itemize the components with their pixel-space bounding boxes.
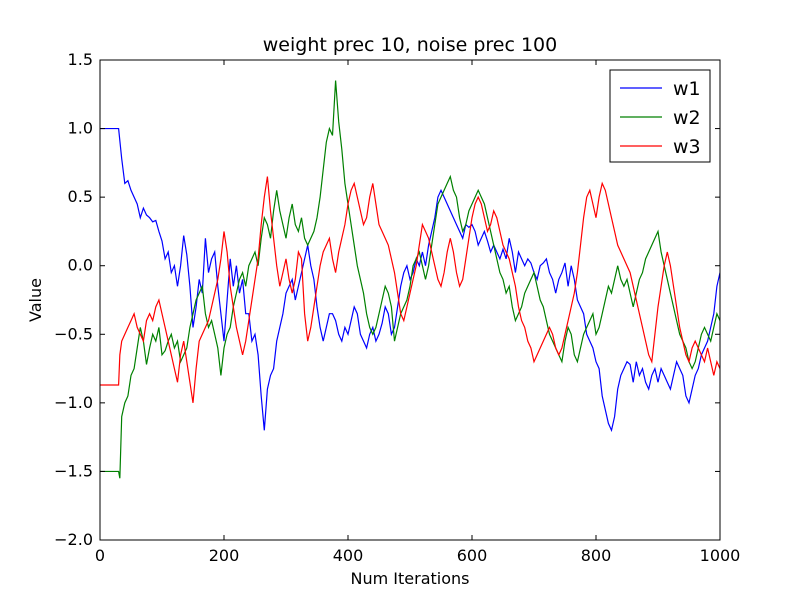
- legend-box: [609, 69, 711, 163]
- x-axis-title: Num Iterations: [351, 569, 470, 588]
- y-tick-label: 1.0: [68, 119, 93, 138]
- y-tick-label: −1.0: [54, 393, 93, 412]
- chart-title: weight prec 10, noise prec 100: [263, 34, 557, 56]
- x-tick-label: 1000: [700, 546, 741, 565]
- y-tick-label: −0.5: [54, 324, 93, 343]
- x-tick-label: 800: [581, 546, 612, 565]
- x-axis-ticks: [99, 60, 721, 540]
- series-line-w2: [100, 80, 720, 479]
- x-tick-label: 400: [333, 546, 364, 565]
- legend-label-w2: w2: [673, 107, 701, 129]
- series-lines: [100, 80, 720, 479]
- y-axis-ticks: [100, 59, 720, 541]
- y-axis-tick-labels: −2.0 −1.5 −1.0 −0.5 0.0 0.5 1.0 1.5: [54, 50, 93, 549]
- series-line-w3: [100, 176, 720, 403]
- x-tick-label: 600: [457, 546, 488, 565]
- y-tick-label: 1.5: [68, 50, 93, 69]
- series-line-w1: [100, 127, 720, 433]
- y-tick-label: 0.0: [68, 256, 93, 275]
- x-axis-tick-labels: 0 200 400 600 800 1000: [95, 546, 740, 565]
- x-tick-label: 0: [95, 546, 105, 565]
- y-tick-label: −1.5: [54, 461, 93, 480]
- legend: w1 w2 w3: [609, 69, 711, 163]
- y-tick-label: 0.5: [68, 187, 93, 206]
- y-tick-label: −2.0: [54, 530, 93, 549]
- legend-label-w3: w3: [673, 136, 701, 158]
- x-tick-label: 200: [209, 546, 240, 565]
- y-axis-title: Value: [26, 278, 45, 322]
- legend-items: w1 w2 w3: [620, 78, 701, 158]
- legend-label-w1: w1: [673, 78, 701, 100]
- plot-frame: [99, 59, 721, 541]
